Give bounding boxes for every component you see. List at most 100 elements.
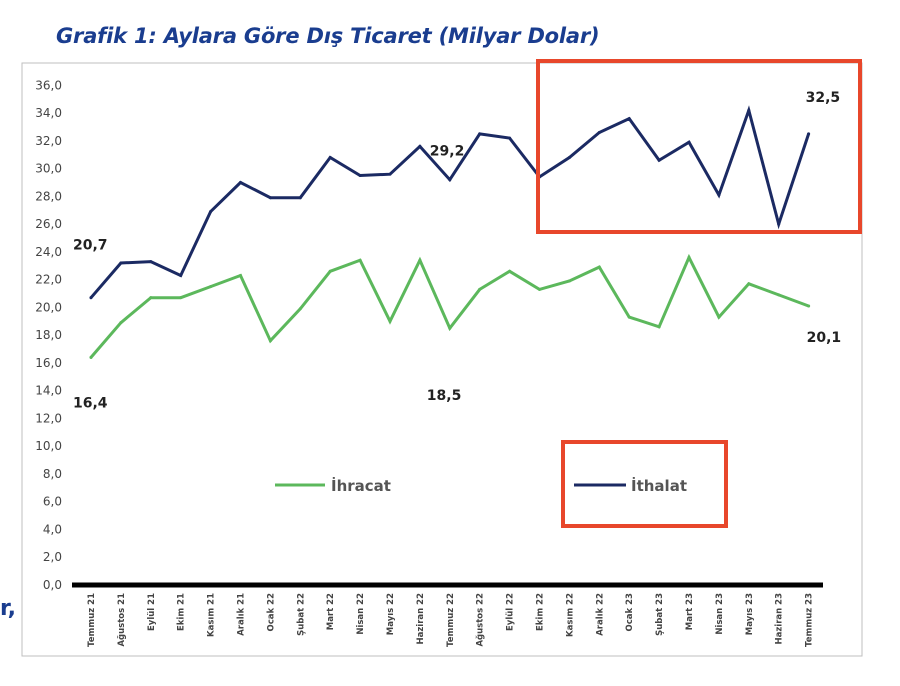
data-point-ithalat — [298, 196, 302, 200]
x-tick-label: Ekim 21 — [177, 593, 187, 631]
data-labels: 20,7 16,4 29,2 18,5 32,5 20,1 — [73, 90, 841, 411]
data-point-ithalat — [418, 144, 422, 148]
data-point-ihracat — [657, 325, 661, 329]
x-tick-label: Temmuz 21 — [87, 593, 97, 647]
x-tick-label: Mart 22 — [326, 593, 336, 630]
chart-title: Grafik 1: Aylara Göre Dış Ticaret (Milya… — [56, 24, 600, 48]
annotations — [536, 59, 862, 528]
y-tick-label: 32,0 — [35, 134, 62, 148]
data-point-ihracat — [119, 321, 123, 325]
y-tick-label: 34,0 — [35, 106, 62, 120]
y-tick-label: 0,0 — [43, 578, 62, 592]
data-point-ihracat — [747, 282, 751, 286]
x-tick-label: Mayıs 22 — [386, 593, 396, 635]
page-text-fragment: r, — [0, 596, 16, 621]
y-tick-label: 2,0 — [43, 550, 62, 564]
x-tick-label: Aralık 21 — [237, 593, 247, 636]
data-point-ihracat — [597, 265, 601, 269]
x-tick-label: Ağustos 21 — [117, 593, 127, 647]
data-label: 32,5 — [806, 90, 841, 106]
x-tick-label: Temmuz 22 — [446, 593, 456, 647]
data-point-ithalat — [149, 260, 153, 264]
data-point-ihracat — [807, 304, 811, 308]
data-point-ihracat — [418, 258, 422, 262]
y-tick-label: 30,0 — [35, 162, 62, 176]
data-point-ithalat — [478, 132, 482, 136]
data-point-ithalat — [448, 178, 452, 182]
data-point-ihracat — [508, 269, 512, 273]
legend-label-ihracat: İhracat — [331, 476, 391, 495]
data-label: 20,7 — [73, 238, 108, 254]
x-tick-label: Ağustos 22 — [476, 593, 486, 647]
data-point-ithalat — [747, 108, 751, 112]
data-point-ihracat — [358, 258, 362, 262]
x-tick-label: Eylül 21 — [147, 593, 157, 631]
data-point-ithalat — [777, 222, 781, 226]
y-tick-label: 20,0 — [35, 300, 62, 314]
x-tick-label: Mart 23 — [685, 593, 695, 630]
data-point-ithalat — [687, 140, 691, 144]
data-point-ithalat — [627, 117, 631, 121]
data-point-ithalat — [358, 174, 362, 178]
data-point-ihracat — [328, 269, 332, 273]
data-point-ihracat — [717, 315, 721, 319]
data-point-ihracat — [478, 287, 482, 291]
y-tick-label: 18,0 — [35, 328, 62, 342]
data-point-ihracat — [268, 339, 272, 343]
data-label: 29,2 — [430, 144, 465, 160]
data-point-ihracat — [388, 319, 392, 323]
y-tick-label: 22,0 — [35, 273, 62, 287]
data-point-ihracat — [777, 293, 781, 297]
legend: İhracat İthalat — [275, 476, 687, 495]
y-tick-label: 8,0 — [43, 467, 62, 481]
data-point-ithalat — [597, 131, 601, 135]
y-tick-label: 14,0 — [35, 384, 62, 398]
data-point-ihracat — [448, 326, 452, 330]
y-tick-label: 26,0 — [35, 217, 62, 231]
legend-label-ithalat: İthalat — [631, 476, 687, 495]
data-point-ithalat — [239, 180, 242, 184]
x-tick-label: Eylül 22 — [506, 593, 516, 631]
data-point-ithalat — [209, 210, 213, 214]
data-point-ihracat — [538, 287, 541, 291]
x-tick-label: Haziran 23 — [775, 593, 785, 645]
data-point-ihracat — [687, 255, 691, 259]
data-point-ithalat — [717, 193, 721, 197]
x-tick-label: Aralık 22 — [595, 593, 605, 636]
x-tick-label: Haziran 22 — [416, 593, 426, 645]
y-tick-label: 28,0 — [35, 189, 62, 203]
data-point-ithalat — [268, 196, 272, 200]
x-tick-label: Nisan 22 — [356, 593, 366, 635]
x-tick-label: Mayıs 23 — [745, 593, 755, 635]
data-label: 20,1 — [807, 330, 842, 346]
plot-frame — [21, 62, 863, 657]
y-tick-label: 12,0 — [35, 411, 62, 425]
x-tick-label: Şubat 22 — [296, 593, 306, 636]
x-tick-label: Kasım 22 — [565, 593, 575, 637]
x-tick-label: Ocak 22 — [266, 593, 276, 632]
x-tick-label: Nisan 23 — [715, 593, 725, 635]
data-point-ihracat — [627, 315, 631, 319]
x-tick-label: Kasım 21 — [207, 593, 217, 637]
y-tick-label: 16,0 — [35, 356, 62, 370]
data-point-ithalat — [328, 155, 332, 159]
data-point-ihracat — [567, 279, 571, 283]
highlight-box-import-trend — [536, 59, 862, 234]
y-tick-label: 24,0 — [35, 245, 62, 259]
y-tick-label: 36,0 — [35, 78, 62, 92]
data-point-ihracat — [298, 307, 302, 311]
data-label: 16,4 — [73, 395, 108, 411]
y-tick-label: 6,0 — [43, 495, 62, 509]
highlight-box-import-legend — [561, 440, 728, 528]
y-tick-label: 10,0 — [35, 439, 62, 453]
data-point-ihracat — [209, 285, 213, 289]
data-point-ithalat — [657, 158, 661, 162]
data-point-ithalat — [388, 172, 392, 176]
data-point-ithalat — [89, 296, 93, 300]
data-point-ithalat — [179, 273, 183, 277]
x-tick-label: Ocak 23 — [625, 593, 635, 632]
data-point-ihracat — [89, 355, 93, 359]
data-point-ithalat — [119, 261, 123, 265]
